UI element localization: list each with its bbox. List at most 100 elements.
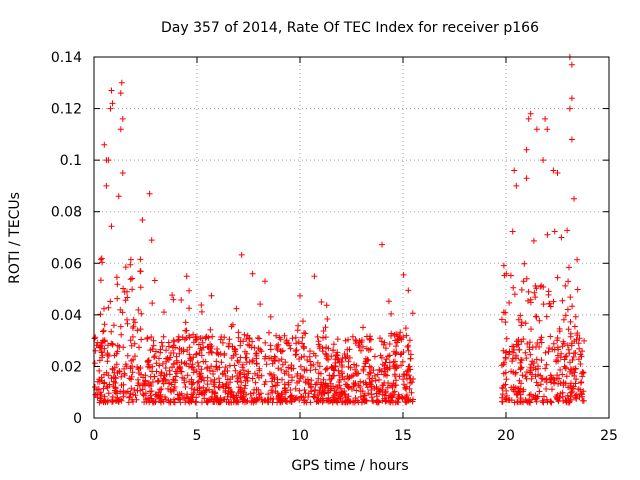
data-point [247, 390, 254, 397]
data-point [316, 343, 323, 350]
data-point [358, 347, 364, 354]
data-point [201, 395, 208, 402]
data-point [581, 337, 588, 344]
data-point [568, 342, 575, 349]
x-tick-label: 5 [193, 428, 202, 444]
data-point [109, 393, 116, 400]
x-tick-label: 10 [291, 428, 309, 444]
data-point [384, 366, 391, 373]
data-point [307, 399, 314, 406]
data-point [408, 389, 415, 396]
data-point [203, 333, 210, 340]
data-point [169, 344, 176, 351]
data-point [513, 352, 519, 359]
data-point [150, 337, 157, 344]
data-point [127, 337, 134, 344]
data-point [288, 392, 295, 399]
data-point [376, 376, 382, 383]
data-point [312, 366, 319, 373]
data-point [573, 336, 580, 343]
data-point [147, 388, 153, 395]
data-point [195, 341, 202, 348]
data-point [251, 370, 258, 377]
data-point [168, 350, 174, 356]
data-point [344, 373, 351, 380]
x-tick-label: 25 [600, 428, 618, 444]
data-point [308, 383, 315, 390]
data-point [166, 379, 172, 386]
data-point [165, 385, 171, 392]
data-point [352, 337, 359, 343]
data-point [400, 271, 407, 278]
data-point [359, 343, 366, 350]
data-point [198, 308, 205, 315]
data-point [503, 376, 510, 383]
data-point [117, 306, 124, 313]
data-point [114, 342, 121, 349]
data-point [367, 346, 374, 353]
data-point [399, 395, 406, 402]
data-point [176, 391, 183, 398]
data-point [249, 270, 256, 277]
data-point [330, 341, 337, 348]
data-point [103, 383, 110, 390]
data-point [193, 333, 200, 340]
data-point [540, 301, 547, 308]
data-point [336, 359, 343, 366]
data-point [257, 301, 264, 308]
data-point [202, 358, 209, 365]
data-point [568, 95, 575, 102]
data-point [188, 385, 195, 392]
data-point [215, 375, 222, 382]
data-point [349, 386, 355, 393]
data-point [554, 352, 561, 359]
data-point [554, 274, 561, 281]
data-point [290, 395, 297, 402]
data-point [175, 395, 182, 402]
data-point [246, 335, 253, 342]
y-tick-label: 0.06 [51, 256, 82, 272]
data-point [295, 322, 302, 329]
data-point [292, 352, 299, 358]
data-point [407, 380, 414, 386]
data-point [230, 352, 237, 359]
data-point [502, 319, 509, 326]
data-point [315, 370, 322, 377]
data-point [97, 397, 104, 404]
data-point [315, 375, 322, 382]
data-point [294, 373, 301, 379]
data-point [138, 371, 144, 378]
data-point [132, 353, 138, 360]
data-point [379, 397, 386, 404]
data-point [376, 387, 383, 394]
data-point [522, 349, 529, 356]
data-point [577, 379, 584, 386]
data-point [105, 304, 112, 311]
data-point [134, 327, 141, 334]
data-point [267, 313, 274, 320]
data-point [372, 377, 379, 384]
data-point [139, 217, 146, 223]
data-point [253, 352, 260, 359]
data-point [107, 105, 114, 112]
data-point [363, 345, 370, 352]
data-point [252, 379, 259, 386]
data-point [120, 390, 127, 397]
data-point [330, 347, 337, 354]
data-point [499, 391, 506, 398]
data-point [368, 391, 375, 398]
data-point [548, 399, 555, 406]
data-point [120, 381, 127, 388]
data-point [97, 277, 104, 284]
data-point [299, 334, 306, 341]
data-point [544, 126, 551, 133]
data-point [109, 366, 116, 373]
data-point [561, 363, 568, 370]
data-point [387, 382, 393, 389]
data-point [249, 375, 256, 382]
data-point [301, 399, 308, 406]
data-point [151, 354, 157, 361]
data-point [354, 370, 361, 377]
data-point [346, 346, 353, 353]
data-point [506, 299, 513, 306]
